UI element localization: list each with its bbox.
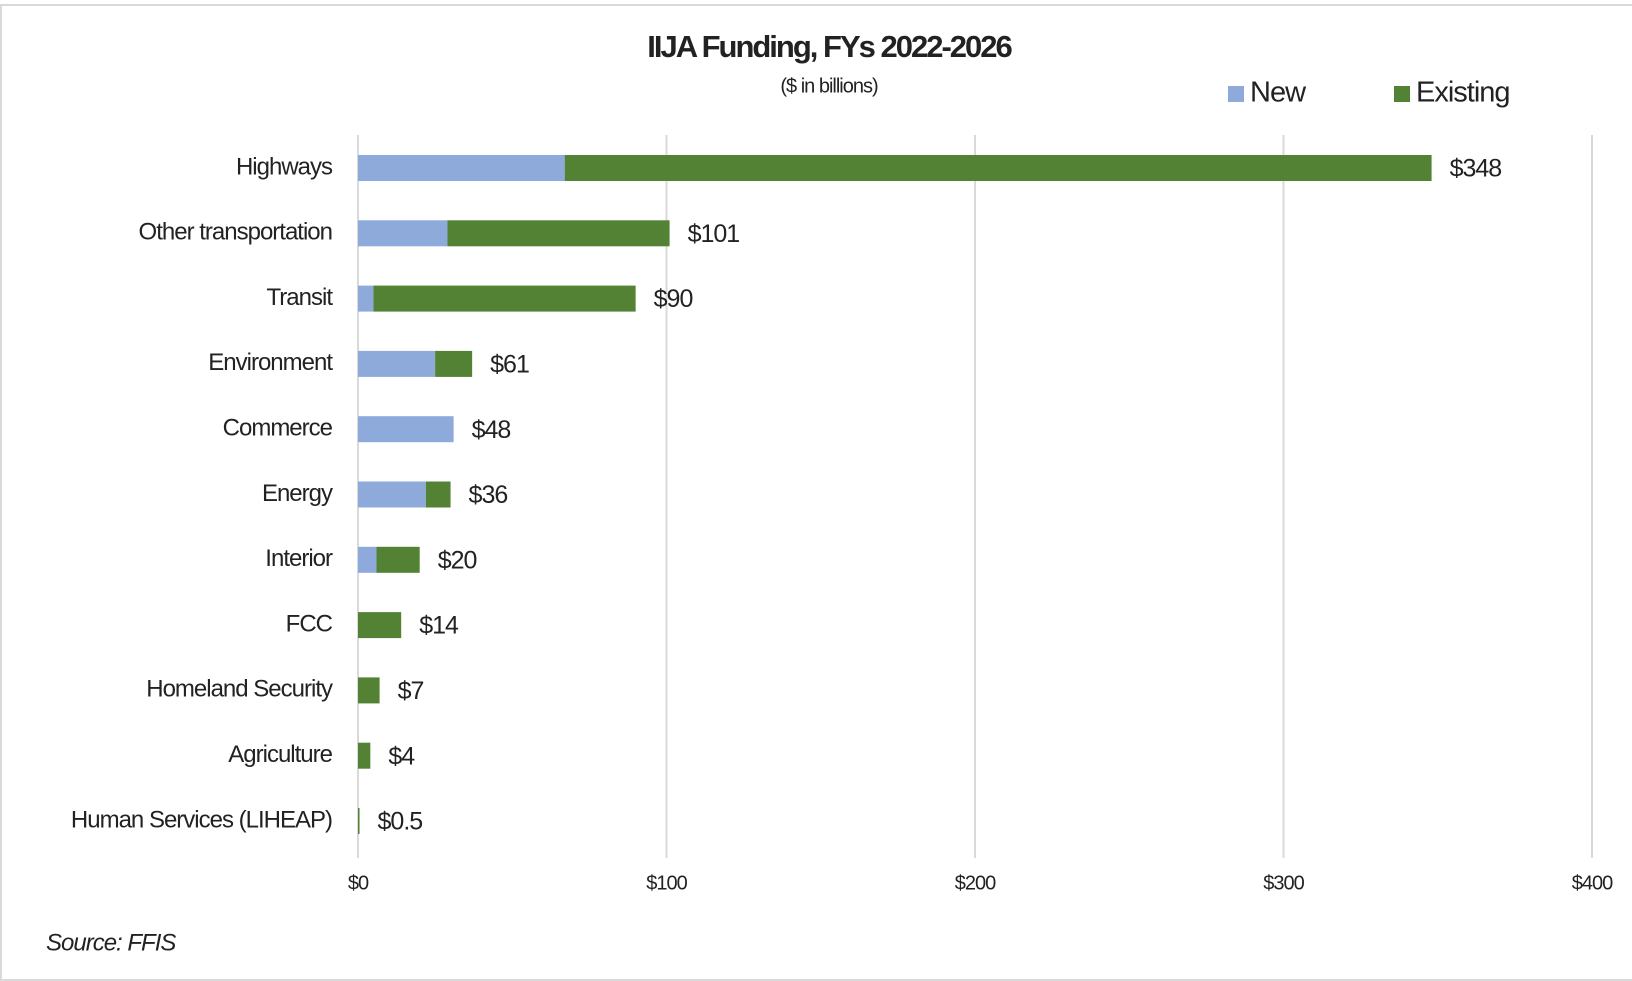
total-label: $14 (419, 612, 459, 640)
y-tick-label: Human Services (LIHEAP) (71, 806, 332, 833)
legend-label: Existing (1416, 77, 1510, 109)
source-note: Source: FFIS (46, 929, 176, 956)
bar-segment (358, 808, 360, 834)
chart-subtitle: ($ in billions) (780, 75, 878, 97)
bar-segment (358, 350, 436, 377)
total-label: $0.5 (378, 808, 423, 836)
total-label: $7 (398, 677, 424, 705)
bar-segment (358, 285, 374, 312)
y-tick-label: Homeland Security (146, 676, 333, 703)
bar-segment (447, 220, 670, 247)
x-tick-label: $400 (1572, 872, 1613, 894)
bar-segment (358, 612, 402, 639)
bar-segment (564, 155, 1432, 181)
y-tick-label: Transit (267, 284, 334, 311)
total-label: $61 (490, 351, 529, 379)
bar-segment (358, 742, 371, 769)
y-tick-label: Commerce (223, 415, 333, 442)
y-tick-label: Interior (265, 545, 333, 572)
bar-segment (358, 677, 380, 704)
bar-segment (435, 350, 473, 377)
y-tick-label: FCC (286, 610, 333, 637)
bar-segment (373, 285, 636, 312)
legend-swatch (1394, 86, 1410, 102)
x-tick-label: $100 (646, 872, 687, 894)
chart-border (0, 4, 1632, 981)
chart-title: IIJA Funding, FYs 2022-2026 (647, 29, 1012, 64)
x-tick-label: $200 (955, 872, 996, 894)
bar-segment (358, 481, 426, 508)
x-tick-label: $300 (1263, 872, 1304, 894)
total-label: $101 (688, 220, 740, 248)
total-label: $20 (438, 546, 477, 574)
total-label: $36 (469, 481, 508, 509)
y-tick-label: Agriculture (228, 741, 332, 768)
bar-segment (376, 546, 420, 573)
y-tick-label: Highways (236, 153, 333, 180)
bar-segment (358, 155, 565, 181)
total-label: $48 (472, 416, 511, 444)
bar-segment (358, 220, 448, 247)
y-tick-label: Energy (262, 480, 333, 507)
bar-segment (358, 546, 377, 573)
legend-label: New (1250, 77, 1307, 109)
legend-swatch (1228, 86, 1244, 102)
total-label: $348 (1450, 155, 1502, 183)
x-tick-label: $0 (348, 872, 369, 894)
bar-segment (425, 481, 451, 508)
y-tick-label: Other transportation (139, 219, 332, 246)
total-label: $90 (654, 285, 693, 313)
total-label: $4 (388, 742, 415, 770)
bar-segment (358, 416, 454, 443)
y-tick-label: Environment (208, 349, 333, 376)
